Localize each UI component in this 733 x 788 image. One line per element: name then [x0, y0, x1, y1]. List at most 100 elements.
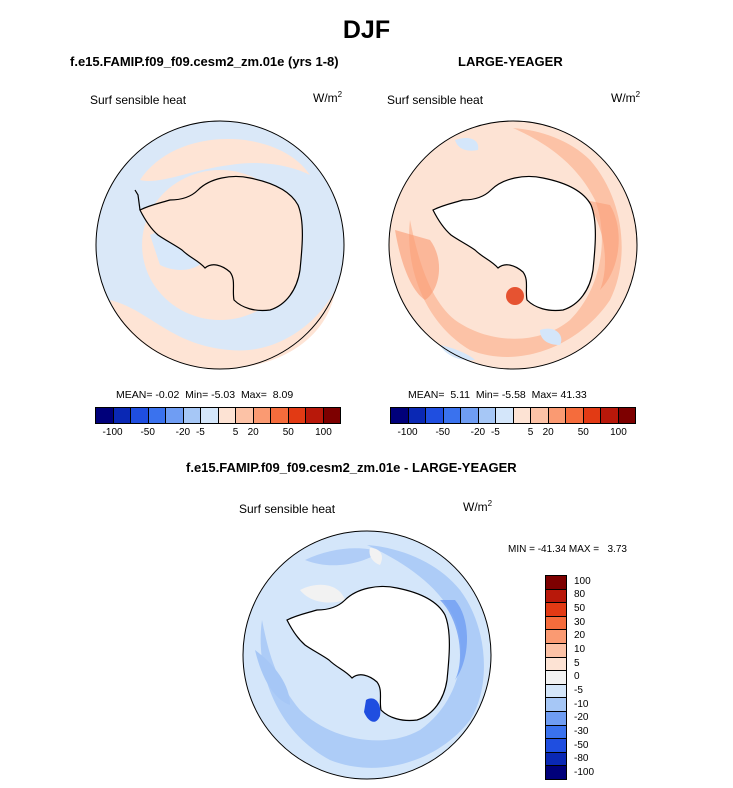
panel3-title: f.e15.FAMIP.f09_f09.cesm2_zm.01e - LARGE…: [186, 460, 517, 475]
colorbar-swatch: [546, 643, 566, 658]
colorbar-tick-label: 20: [574, 630, 586, 642]
colorbar-swatch: [566, 408, 584, 423]
colorbar-tick-label: 20: [542, 427, 554, 438]
colorbar-swatch: [426, 408, 444, 423]
panel1-title: f.e15.FAMIP.f09_f09.cesm2_zm.01e (yrs 1-…: [70, 54, 339, 69]
colorbar-swatch: [546, 711, 566, 726]
colorbar-swatch: [546, 657, 566, 672]
colorbar-swatch: [546, 576, 566, 590]
colorbar-swatch: [546, 684, 566, 699]
panel2-negative-patch: [455, 138, 479, 151]
panel2-title: LARGE-YEAGER: [458, 54, 563, 69]
colorbar-swatch: [546, 698, 566, 712]
panel1-stats: MEAN= -0.02 Min= -5.03 Max= 8.09: [116, 389, 294, 401]
colorbar-tick-label: 100: [574, 575, 591, 587]
colorbar-tick-label: 20: [247, 427, 259, 438]
colorbar-swatch: [546, 725, 566, 740]
colorbar-tick-label: -20: [470, 427, 486, 438]
colorbar-tick-label: 80: [574, 589, 586, 601]
colorbar-tick-label: -20: [175, 427, 191, 438]
panel1-positive-patch: [110, 290, 335, 369]
colorbar-tick-label: -5: [195, 427, 205, 438]
colorbar-swatch: [408, 408, 426, 423]
colorbar-tick-label: 100: [610, 427, 627, 438]
colorbar-tick-label: 5: [232, 427, 239, 438]
panel3-colorbar: [545, 575, 567, 780]
panel2-negative-patch: [440, 345, 475, 361]
colorbar-swatch: [236, 408, 254, 423]
panel3-units: W/m2: [463, 499, 493, 514]
panel1-peninsula-coastline: [134, 189, 141, 211]
colorbar-swatch: [478, 408, 496, 423]
panel1-positive-patch: [140, 139, 310, 182]
colorbar-swatch: [546, 739, 566, 753]
colorbar-swatch: [618, 408, 635, 423]
colorbar-swatch: [513, 408, 531, 423]
colorbar-swatch: [548, 408, 566, 423]
colorbar-tick-label: -100: [574, 767, 595, 778]
colorbar-tick-label: -5: [574, 685, 583, 696]
colorbar-tick-label: -50: [140, 427, 155, 438]
colorbar-tick-label: 5: [527, 427, 534, 438]
panel3-negative-patch: [255, 650, 290, 705]
panel1-units: W/m2: [313, 90, 343, 105]
colorbar-tick-label: 0: [574, 671, 580, 683]
panel2-variable-label: Surf sensible heat: [387, 93, 484, 107]
colorbar-tick-label: 30: [574, 616, 586, 628]
panel2-units: W/m2: [611, 90, 641, 105]
colorbar-swatch: [96, 408, 114, 423]
panel2-positive-patch: [585, 200, 619, 290]
panel1-negative-region: [95, 121, 344, 369]
panel2-positive-patch: [395, 230, 440, 300]
colorbar-swatch: [323, 408, 340, 423]
colorbar-swatch: [391, 408, 409, 423]
colorbar-swatch: [148, 408, 166, 423]
colorbar-swatch: [546, 671, 566, 685]
colorbar-swatch: [131, 408, 149, 423]
colorbar-tick-label: -100: [102, 427, 123, 438]
colorbar-tick-label: -80: [574, 753, 589, 765]
panel3-negative-patch: [440, 600, 468, 680]
panel2-positive-hotspot: [506, 287, 524, 305]
colorbar-swatch: [201, 408, 219, 423]
colorbar-swatch: [583, 408, 601, 423]
colorbar-tick-label: -50: [574, 739, 589, 751]
colorbar-swatch: [546, 616, 566, 631]
colorbar-tick-label: 50: [577, 427, 589, 438]
colorbar-swatch: [218, 408, 236, 423]
panel2-antarctica-coastline: [432, 175, 596, 312]
colorbar-swatch: [288, 408, 306, 423]
panel1-antarctica-coastline: [139, 175, 303, 312]
panel3-negative-patch: [305, 548, 380, 566]
colorbar-swatch: [546, 589, 566, 604]
colorbar-swatch: [306, 408, 324, 423]
panel2-negative-patch: [540, 328, 562, 345]
colorbar-tick-label: 10: [574, 644, 586, 655]
panel1-variable-label: Surf sensible heat: [90, 93, 187, 107]
colorbar-swatch: [461, 408, 479, 423]
panel1-colorbar: [95, 407, 341, 424]
colorbar-tick-label: -20: [574, 712, 589, 724]
panel3-minmax: MIN = -41.34 MAX = 3.73: [508, 544, 627, 555]
colorbar-tick-label: -30: [574, 726, 589, 737]
colorbar-tick-label: -50: [435, 427, 450, 438]
colorbar-swatch: [546, 766, 566, 779]
colorbar-swatch: [601, 408, 619, 423]
figure-title: DJF: [342, 16, 391, 44]
colorbar-tick-label: 50: [282, 427, 294, 438]
colorbar-tick-label: -5: [490, 427, 500, 438]
colorbar-swatch: [546, 603, 566, 617]
colorbar-tick-label: 5: [574, 657, 580, 669]
colorbar-tick-label: -100: [397, 427, 418, 438]
panel3-near-zero-patch: [369, 548, 382, 565]
colorbar-swatch: [531, 408, 549, 423]
colorbar-tick-label: 50: [574, 603, 586, 614]
colorbar-tick-label: 100: [315, 427, 332, 438]
panel3-strong-negative-hotspot: [364, 698, 381, 722]
colorbar-swatch: [183, 408, 201, 423]
colorbar-swatch: [546, 752, 566, 767]
colorbar-swatch: [546, 630, 566, 644]
